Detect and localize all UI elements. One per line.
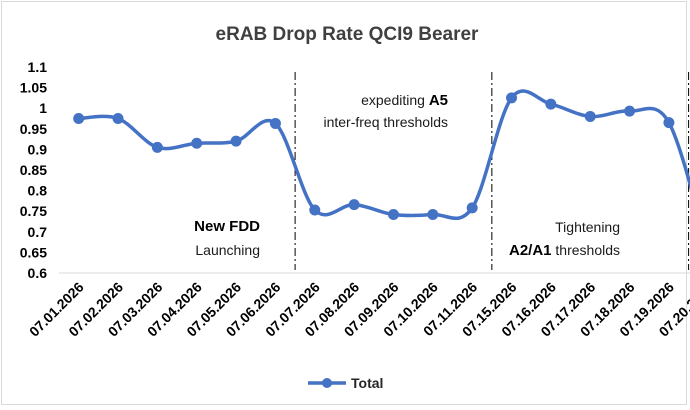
legend-marker — [322, 378, 332, 388]
y-tick-label: 0.7 — [28, 224, 48, 240]
data-point — [427, 208, 439, 220]
y-tick-label: 1.05 — [20, 80, 47, 96]
data-point — [506, 92, 518, 104]
annotation-text: Launching — [195, 242, 260, 258]
annotation-segment: Tightening — [555, 219, 620, 235]
annotation-segment: A5 — [429, 92, 448, 109]
data-point — [309, 204, 321, 216]
y-tick-label: 0.75 — [20, 203, 47, 219]
y-tick-label: 0.85 — [20, 162, 47, 178]
data-point — [269, 117, 281, 129]
series-total — [73, 89, 690, 220]
annotation-dividers — [294, 72, 690, 270]
chart-title: eRAB Drop Rate QCI9 Bearer — [216, 24, 480, 45]
data-point — [387, 208, 399, 220]
data-point — [624, 105, 636, 117]
y-tick-label: 0.95 — [20, 121, 47, 137]
legend: Total — [308, 375, 383, 391]
x-axis: 07.01.202607.02.202607.03.202607.04.2026… — [26, 272, 690, 340]
annotation-text: inter-freq thresholds — [323, 114, 448, 130]
annotations: New FDD Launching expediting A5 inter-freq … — [194, 92, 620, 259]
annotation-segment: New FDD — [194, 218, 260, 235]
data-point — [348, 199, 360, 211]
data-point — [466, 202, 478, 214]
y-axis: 0.6 0.65 0.7 0.75 0.8 0.85 0.9 0.95 1 1.05 1.1 — [20, 59, 47, 281]
data-point — [584, 110, 596, 122]
y-tick-label: 0.9 — [28, 141, 48, 157]
data-point — [663, 117, 675, 129]
annotation-segment: expediting — [361, 92, 429, 108]
annotation-text: Tightening — [555, 219, 620, 235]
y-tick-label: 0.8 — [28, 183, 48, 199]
annotation-text: New FDD — [194, 218, 260, 235]
y-tick-label: 1 — [39, 100, 47, 116]
y-tick-label: 1.1 — [28, 59, 48, 75]
annotation-text: A2/A1 thresholds — [509, 242, 620, 259]
annotation-segment: inter-freq thresholds — [323, 114, 448, 130]
data-point — [112, 113, 124, 124]
data-point — [230, 135, 242, 147]
data-point — [151, 141, 163, 153]
y-tick-label: 0.65 — [20, 244, 47, 260]
annotation-segment: thresholds — [552, 242, 620, 258]
annotation-segment: Launching — [195, 242, 260, 258]
annotation-segment: A2/A1 — [509, 242, 552, 259]
data-point — [545, 98, 557, 110]
annotation-text: expediting A5 — [361, 92, 448, 109]
y-tick-label: 0.6 — [28, 265, 48, 281]
data-point — [73, 113, 85, 124]
legend-label: Total — [351, 375, 383, 391]
data-point — [191, 137, 203, 149]
